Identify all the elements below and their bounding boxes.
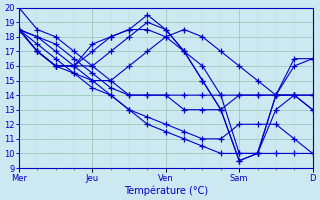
X-axis label: Température (°C): Température (°C) [124, 185, 208, 196]
